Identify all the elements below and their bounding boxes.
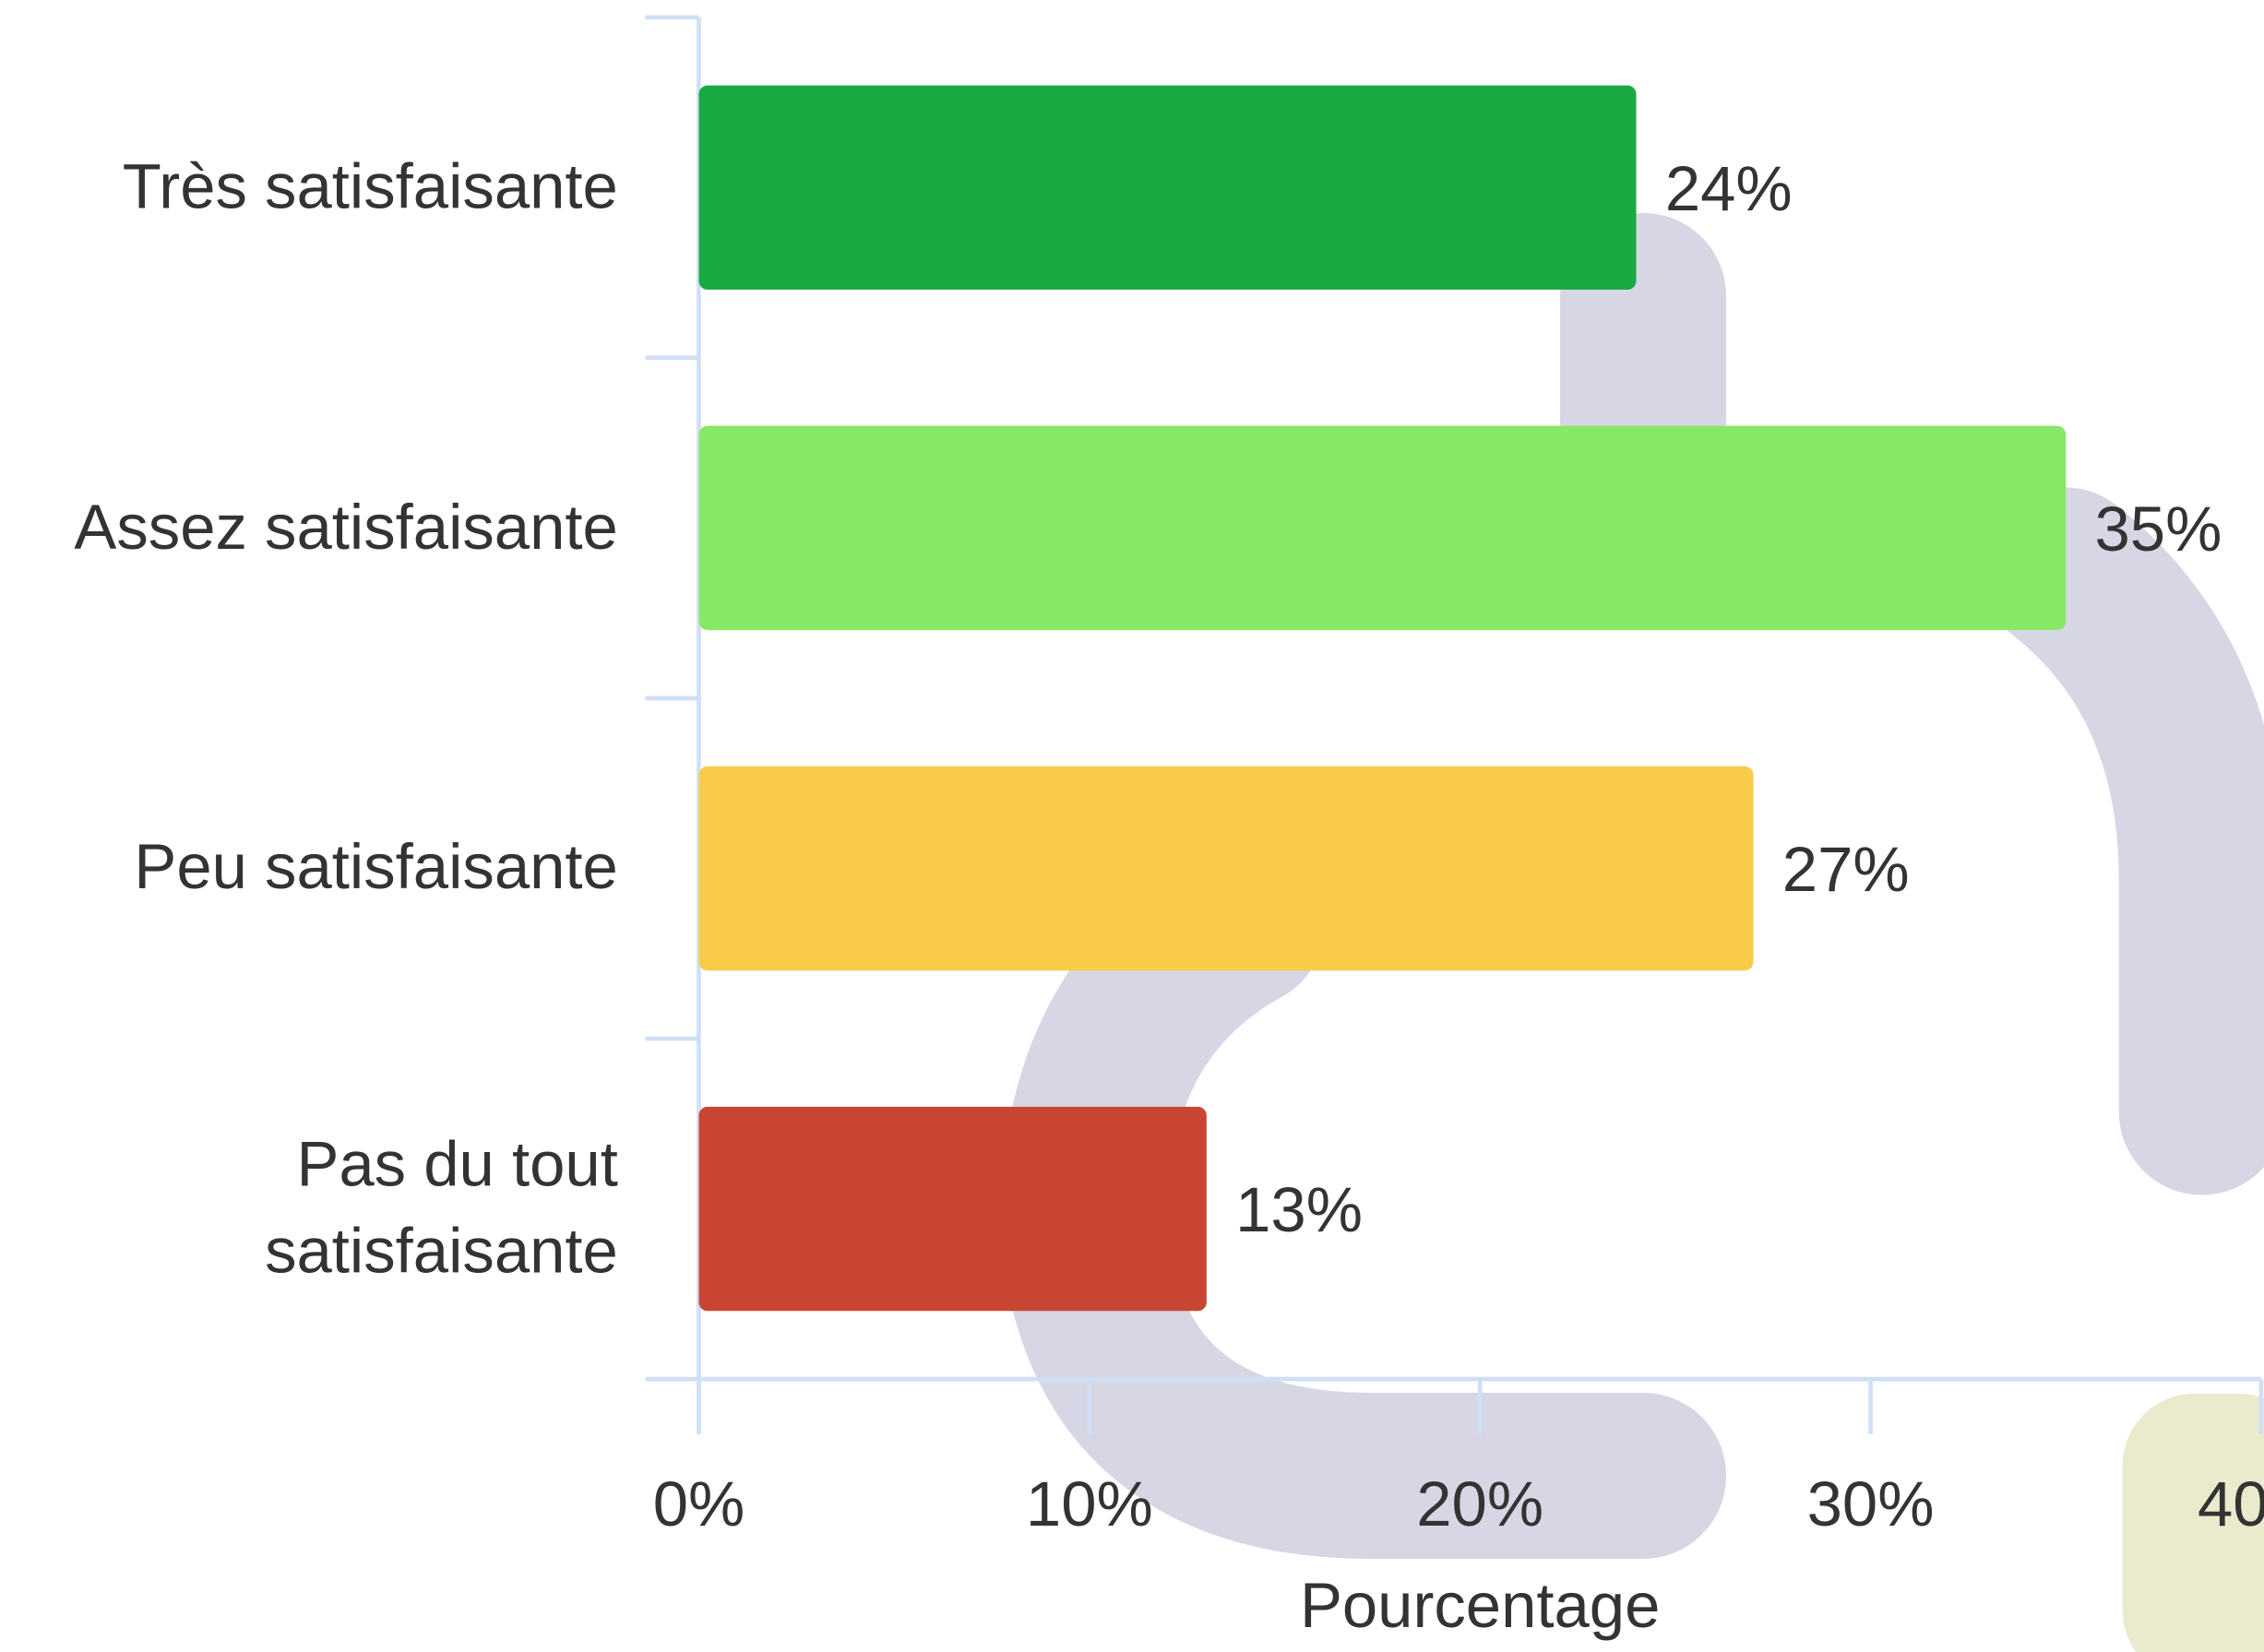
x-tick-label: 0%	[653, 1468, 745, 1539]
bar	[698, 426, 2066, 630]
bar	[698, 86, 1636, 290]
category-label-box: Assez satisfaisante	[0, 358, 618, 698]
y-tick-label: Pas du tout satisfaisante	[0, 1039, 618, 1379]
page: {"chart_data": {"type": "bar", "orientat…	[0, 0, 2264, 1652]
y-tick-label: Très satisfaisante	[0, 18, 618, 358]
y-tick-label: Peu satisfaisante	[0, 698, 618, 1039]
x-tick-label: 20%	[1416, 1468, 1543, 1539]
x-tick-label: 40%	[2198, 1468, 2264, 1539]
category-label-box: Peu satisfaisante	[0, 698, 618, 1039]
chart: Pourcentage 0% 10% 20% 30% 40% Très satisfais…	[0, 0, 2264, 1652]
category-label-box: Très satisfaisante	[0, 18, 618, 358]
value-label: 24%	[1665, 153, 1793, 224]
x-tick-label: 10%	[1026, 1468, 1153, 1539]
bar	[698, 1107, 1206, 1311]
value-label: 27%	[1782, 834, 1910, 905]
value-label: 13%	[1235, 1174, 1363, 1245]
x-tick-label: 30%	[1807, 1468, 1935, 1539]
y-tick-label: Assez satisfaisante	[0, 358, 618, 698]
x-axis-title: Pourcentage	[1300, 1570, 1660, 1641]
category-label-box: Pas du tout satisfaisante	[0, 1039, 618, 1379]
value-label: 35%	[2094, 493, 2222, 565]
bar	[698, 767, 1753, 970]
